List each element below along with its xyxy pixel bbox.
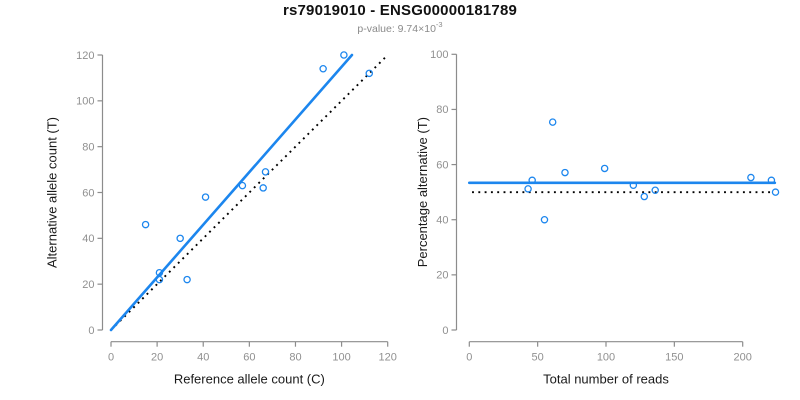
y-tick-label: 40 [82,233,94,245]
percentage-alternative-scatter-panel: 0 20 40 60 80 100 0 50 100 150 200 Total number of … [415,49,780,387]
y-tick-label: 100 [430,49,448,61]
x-axis-label: Total number of reads [543,372,669,387]
data-point [747,173,755,182]
data-point [340,51,348,59]
p-value-text: p-value: 9.74×10 [357,23,436,35]
reference-dotted-line [110,54,389,331]
data-point [155,275,164,284]
data-point [524,185,532,193]
x-tick-label: 0 [108,352,114,364]
x-tick-label: 100 [332,352,350,364]
y-axis-label: Alternative allele count (T) [45,117,60,268]
data-point [365,69,374,78]
y-tick-label: 0 [442,325,448,337]
y-tick-label: 100 [76,96,94,108]
y-tick-label: 20 [82,279,94,291]
x-tick-label: 20 [151,352,163,364]
x-tick-label: 50 [532,352,544,364]
data-point [548,118,557,126]
figure-title: rs79019010 - ENSG00000181789 [282,2,518,19]
x-tick-label: 120 [379,352,397,364]
y-tick-label: 120 [76,50,94,62]
data-point [238,181,247,190]
data-point [201,193,210,201]
allele-count-scatter-panel: 0 20 40 60 80 100 120 0 20 40 60 80 100 120 Reference … [45,50,397,387]
figure-subtitle: p-value: 9.74×10-3 [0,19,800,35]
x-tick-label: 40 [197,352,209,364]
data-point [528,176,536,185]
y-tick-label: 20 [436,270,448,282]
data-point [561,168,569,177]
data-point [600,164,609,173]
y-axis-label: Percentage alternative (T) [415,117,430,267]
x-axis-label: Reference allele count (C) [174,372,325,387]
data-point [176,234,184,243]
x-tick-label: 60 [243,352,255,364]
data-point [259,184,267,192]
x-tick-label: 100 [597,352,615,364]
y-tick-label: 40 [436,215,448,227]
x-tick-label: 200 [734,352,752,364]
y-tick-label: 80 [436,104,448,116]
x-tick-label: 0 [466,352,472,364]
data-point [771,188,780,196]
fit-line [109,53,354,332]
x-tick-label: 80 [289,352,301,364]
data-point [155,268,164,277]
data-point [319,65,327,73]
x-tick-label: 150 [665,352,683,364]
y-tick-label: 60 [436,159,448,171]
data-point [651,186,659,194]
data-point [640,192,649,201]
data-point [261,168,270,176]
y-tick-label: 60 [82,187,94,199]
data-point [183,275,191,284]
data-point [141,220,150,229]
y-tick-label: 80 [82,141,94,153]
p-value-exponent: -3 [435,19,443,29]
data-point [629,181,638,190]
y-tick-label: 0 [88,325,94,337]
data-point [540,215,549,224]
data-point [767,176,776,185]
